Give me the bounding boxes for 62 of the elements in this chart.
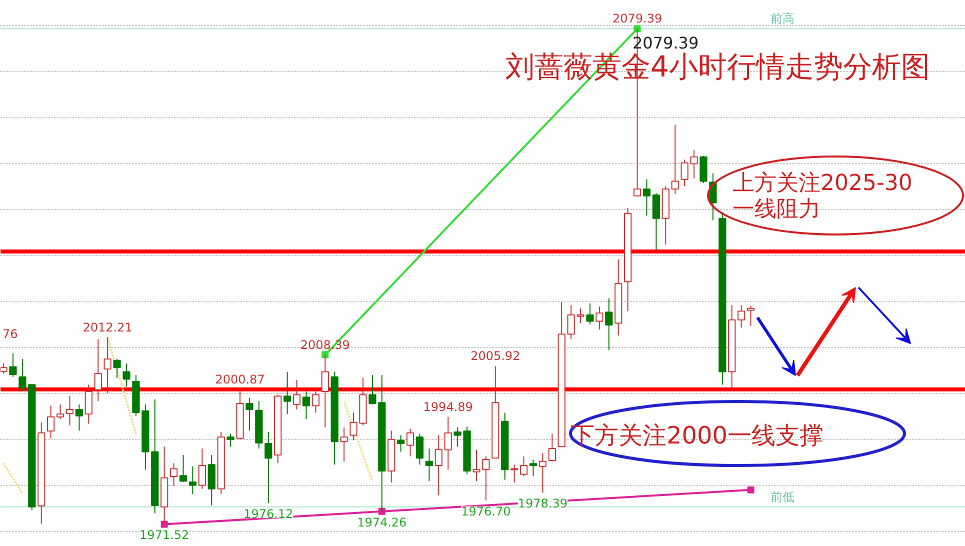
annotation: 1971.52 [140, 528, 190, 542]
candlestick [529, 459, 538, 477]
annotation: 2000.87 [215, 372, 265, 386]
candlestick [746, 306, 755, 326]
annotation: 上方关注2025-30 一线阻力 [732, 170, 912, 222]
candlestick [605, 298, 613, 351]
candlestick [738, 304, 746, 328]
candlestick [671, 124, 679, 195]
candlestick [520, 456, 528, 477]
candlestick [170, 462, 178, 486]
candlestick [368, 374, 376, 405]
annotation: 1974.26 [357, 516, 407, 530]
candlestick [340, 426, 348, 462]
candlestick [198, 448, 206, 490]
candlestick [56, 404, 64, 420]
candlestick [66, 396, 74, 426]
candlestick [434, 434, 442, 496]
candlestick [425, 448, 433, 482]
point [747, 486, 754, 494]
point [160, 520, 168, 528]
annotation: 1994.89 [423, 400, 473, 414]
ref-line-label: 前低 [770, 490, 794, 504]
candlestick [0, 363, 8, 374]
candlestick [104, 336, 112, 394]
ref-line-label: 前高 [770, 12, 794, 26]
annotation: 76 [2, 327, 18, 341]
candlestick [292, 380, 301, 410]
candlestick [9, 352, 17, 378]
candlestick [312, 391, 320, 414]
annotation: 1976.70 [461, 504, 511, 518]
candlestick [188, 466, 197, 494]
candlestick [246, 397, 254, 432]
candlestick [444, 416, 452, 470]
candlestick [264, 431, 272, 504]
candlestick [179, 454, 188, 483]
candlestick [47, 405, 55, 439]
candlestick [652, 192, 660, 250]
candlestick [226, 433, 234, 448]
annotation: 1976.12 [244, 507, 294, 522]
candlestick [642, 178, 651, 216]
annotation: 1978.39 [518, 496, 568, 511]
candlestick [586, 302, 594, 325]
candlestick [113, 358, 121, 379]
candlestick [510, 464, 518, 483]
candlestick [94, 338, 102, 402]
point [634, 25, 641, 32]
candlestick [596, 306, 604, 330]
annotation: 2012.21 [82, 320, 132, 334]
candlestick [538, 452, 546, 494]
candlestick [283, 371, 292, 415]
candlestick [84, 384, 92, 424]
candlestick [406, 428, 414, 457]
candlestick [396, 434, 405, 452]
candlestick [302, 391, 310, 420]
point [378, 508, 386, 515]
candlestick [75, 404, 84, 432]
candlestick [548, 433, 556, 462]
point [322, 351, 329, 358]
annotation: 2079.39 [612, 12, 662, 26]
annotation: 2005.92 [470, 349, 520, 364]
candlestick [122, 363, 130, 387]
candlestick [416, 433, 424, 466]
